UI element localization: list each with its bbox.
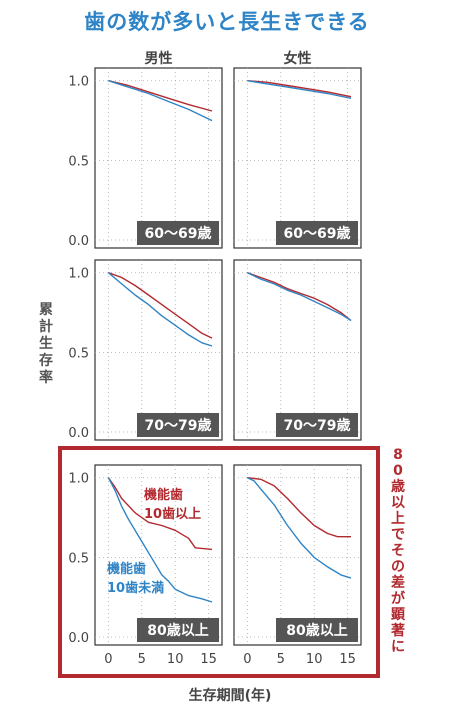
age-badge <box>276 221 358 245</box>
highlight-note: 80歳以上でその差が顕著に <box>391 447 405 655</box>
series-line-functional-under10 <box>247 272 352 322</box>
x-tick-label: 5 <box>138 652 146 667</box>
column-header-1: 女性 <box>284 50 312 67</box>
x-tick-label: 0 <box>104 652 112 667</box>
x-tick-label: 15 <box>200 652 217 667</box>
y-tick-label: 1.0 <box>68 75 89 90</box>
annotation-functional-10plus: 機能歯 <box>144 487 183 503</box>
y-tick-label: 0.0 <box>68 426 89 441</box>
x-axis-label: 生存期間(年) <box>189 687 272 704</box>
series-line-functional-under10 <box>107 272 213 347</box>
age-badge <box>137 618 219 642</box>
x-tick-label: 10 <box>167 652 184 667</box>
y-tick-label: 0.5 <box>68 346 89 361</box>
age-badge-label: 70〜79歳 <box>284 417 351 434</box>
annotation-functional-under10: 機能歯 <box>107 561 146 577</box>
page-title: 歯の数が多いと長生きできる <box>84 10 370 34</box>
age-badge <box>137 221 219 245</box>
y-tick-label: 0.0 <box>68 234 89 249</box>
age-badge-label: 60〜69歳 <box>284 225 351 242</box>
highlight-frame <box>58 446 380 678</box>
series-line-functional-under10 <box>107 477 213 603</box>
annotation-functional-10plus: 10歯以上 <box>144 506 201 522</box>
y-tick-label: 1.0 <box>68 267 89 282</box>
series-line-functional-under10 <box>247 477 352 579</box>
y-axis-label: 累計生存率 <box>39 302 53 386</box>
age-badge-label: 70〜79歳 <box>145 417 212 434</box>
series-line-functional-10plus <box>247 272 352 322</box>
age-badge-label: 80歳以上 <box>147 622 208 639</box>
y-tick-label: 1.0 <box>68 472 89 487</box>
x-tick-label: 5 <box>277 652 285 667</box>
age-badge <box>276 618 358 642</box>
series-line-functional-10plus <box>108 80 213 112</box>
series-line-functional-under10 <box>247 80 352 99</box>
series-line-functional-under10 <box>108 80 213 122</box>
y-tick-label: 0.5 <box>68 154 89 169</box>
series-line-functional-10plus <box>247 477 351 538</box>
annotation-functional-under10: 10歯未満 <box>107 580 164 596</box>
x-tick-label: 10 <box>306 652 323 667</box>
age-badge <box>137 413 219 437</box>
y-tick-label: 0.0 <box>68 631 89 646</box>
y-tick-label: 0.5 <box>68 551 89 566</box>
panel-frame <box>233 464 362 646</box>
age-badge-label: 60〜69歳 <box>145 225 212 242</box>
x-tick-label: 0 <box>243 652 251 667</box>
series-line-functional-10plus <box>107 477 213 551</box>
panel-frame <box>233 259 362 441</box>
series-line-functional-10plus <box>108 272 213 339</box>
panel-frame <box>94 464 223 646</box>
x-tick-label: 15 <box>339 652 356 667</box>
panel-frame <box>94 259 223 441</box>
column-header-0: 男性 <box>145 50 173 67</box>
series-line-functional-10plus <box>247 80 352 98</box>
age-badge-label: 80歳以上 <box>286 622 347 639</box>
age-badge <box>276 413 358 437</box>
panel-frame <box>233 67 362 249</box>
